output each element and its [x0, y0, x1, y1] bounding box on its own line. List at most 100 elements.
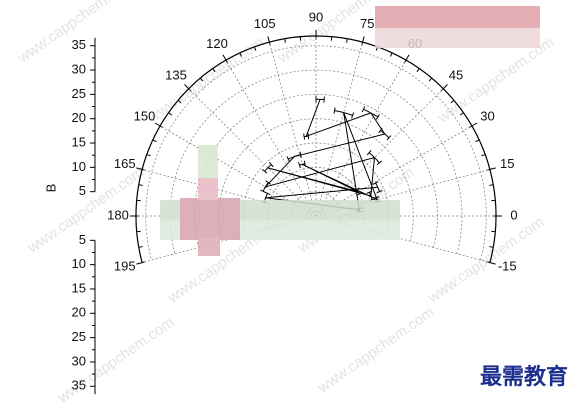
theta-tick: [471, 122, 478, 127]
r-tick-label: 15: [72, 280, 86, 295]
error-cap: [333, 107, 336, 114]
minor-tick: [459, 112, 464, 116]
error-cap: [354, 187, 360, 192]
r-tick-label: 30: [72, 61, 86, 76]
theta-tick: [405, 54, 410, 61]
error-cap: [351, 112, 355, 119]
error-bar: [363, 108, 379, 118]
pixel-block: [375, 6, 540, 28]
pixel-block: [198, 178, 218, 200]
error-cap: [298, 162, 301, 169]
error-cap: [307, 133, 310, 140]
grid-spoke: [269, 42, 317, 217]
theta-tick: [267, 36, 270, 43]
r-tick-label: 35: [72, 37, 86, 52]
error-bar: [288, 154, 301, 160]
error-cap: [373, 196, 380, 199]
r-tick-label: 35: [72, 378, 86, 393]
r-tick-label: 15: [72, 134, 86, 149]
theta-tick: [362, 36, 365, 43]
theta-tick: [489, 167, 496, 170]
grid-circle: [218, 118, 414, 242]
y-axis-label: B: [43, 184, 58, 193]
minor-tick: [475, 139, 480, 143]
theta-tick-label: 0: [510, 207, 517, 222]
minor-tick: [152, 139, 157, 143]
error-cap: [303, 160, 306, 167]
grid-circle: [145, 45, 487, 261]
minor-tick: [346, 38, 348, 43]
r-tick-label: 10: [72, 159, 86, 174]
minor-tick: [253, 46, 257, 51]
theta-tick: [222, 54, 227, 61]
theta-tick-label: 15: [500, 156, 514, 171]
error-bar: [368, 192, 373, 201]
error-cap: [264, 191, 271, 196]
minor-tick: [428, 77, 433, 82]
minor-tick: [138, 246, 143, 248]
error-bar: [368, 152, 380, 164]
r-tick-label: 20: [72, 110, 86, 125]
minor-tick: [177, 99, 182, 104]
error-cap: [361, 106, 366, 113]
theta-tick-label: 150: [134, 108, 156, 123]
error-cap: [303, 133, 306, 140]
error-cap: [372, 181, 379, 185]
theta-tick-label: 135: [165, 67, 187, 82]
minor-tick: [146, 153, 151, 157]
grid-spoke: [315, 88, 444, 217]
logo-text: 最需教育: [480, 364, 568, 390]
theta-tick-label: 30: [480, 108, 494, 123]
theta-tick-label: 105: [254, 16, 276, 31]
error-cap: [299, 151, 302, 158]
minor-tick: [450, 99, 455, 104]
error-cap: [366, 150, 372, 156]
minor-tick: [212, 68, 216, 73]
error-cap: [376, 190, 383, 194]
error-bar: [380, 130, 390, 139]
theta-tick: [184, 84, 190, 90]
theta-tick-label: 195: [114, 259, 136, 274]
error-cap: [265, 180, 271, 185]
minor-tick: [284, 38, 286, 43]
r-tick-label: 25: [72, 329, 86, 344]
pixelated-blocks: [160, 6, 540, 256]
minor-tick: [138, 184, 143, 186]
grid-circle: [169, 69, 463, 254]
r-tick-label: 30: [72, 353, 86, 368]
error-bar: [304, 135, 309, 138]
error-bar: [356, 189, 360, 195]
pixel-block: [198, 238, 220, 256]
minor-tick: [199, 77, 204, 82]
theta-tick: [136, 167, 143, 170]
grid-spoke: [315, 42, 363, 217]
minor-tick: [489, 246, 494, 248]
theta-tick-label: -15: [498, 259, 517, 274]
r-tick-label: 25: [72, 86, 86, 101]
minor-tick: [168, 112, 173, 116]
error-cap: [268, 162, 274, 168]
error-bar: [299, 163, 305, 166]
error-cap: [376, 160, 382, 166]
r-tick-label: 5: [79, 183, 86, 198]
pixel-block: [180, 198, 240, 240]
minor-tick: [389, 52, 393, 57]
minor-tick: [489, 184, 494, 186]
error-cap: [375, 114, 380, 120]
error-cap: [378, 127, 383, 134]
data-line: [263, 99, 386, 211]
error-bar: [375, 182, 381, 192]
error-bar: [334, 110, 353, 116]
theta-tick-label: 45: [449, 67, 463, 82]
theta-tick: [136, 262, 143, 265]
error-bar: [264, 164, 272, 172]
theta-tick-label: 120: [206, 36, 228, 51]
error-cap: [356, 192, 363, 196]
theta-tick-label: 180: [107, 207, 129, 222]
theta-tick: [489, 262, 496, 265]
minor-tick: [416, 68, 420, 73]
minor-tick: [481, 153, 486, 157]
minor-tick: [239, 52, 243, 57]
